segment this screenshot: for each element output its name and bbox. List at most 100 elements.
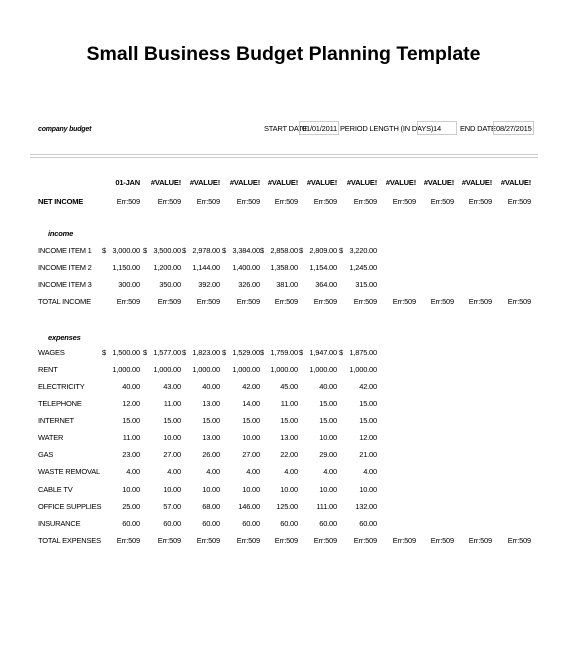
row-label: TOTAL EXPENSES (38, 536, 101, 545)
row-label: RENT (38, 365, 58, 374)
cell: 300.00 (118, 280, 140, 289)
cell: 60.00 (122, 519, 140, 528)
cell: 4.00 (206, 467, 220, 476)
cell: 1,000.00 (349, 365, 377, 374)
cell: 11.00 (122, 433, 140, 442)
cell: 4.00 (246, 467, 260, 476)
cell: 42.00 (242, 382, 260, 391)
cell: 125.00 (276, 502, 298, 511)
cell: 1,000.00 (112, 365, 140, 374)
cell: 12.00 (122, 399, 140, 408)
currency: $ (339, 348, 343, 357)
currency: $ (102, 348, 106, 357)
cell: Err:509 (507, 197, 531, 206)
cell: 1,150.00 (112, 263, 140, 272)
cell: 1,000.00 (309, 365, 337, 374)
row-label: INCOME ITEM 3 (38, 280, 92, 289)
cell: 1,358.00 (270, 263, 298, 272)
cell: 10.00 (163, 433, 181, 442)
cell: Err:509 (353, 536, 377, 545)
cell: 23.00 (122, 450, 140, 459)
cell: 60.00 (359, 519, 377, 528)
cell: 146.00 (238, 502, 260, 511)
cell: Err:509 (196, 297, 220, 306)
cell: 40.00 (202, 382, 220, 391)
period: 14 (433, 124, 441, 133)
column-header: #VALUE! (423, 178, 454, 187)
row-label: INTERNET (38, 416, 74, 425)
currency: $ (182, 348, 186, 357)
cell: 12.00 (359, 433, 377, 442)
cell: 364.00 (315, 280, 337, 289)
cell: Err:509 (236, 297, 260, 306)
cell: 57.00 (163, 502, 181, 511)
cell: Err:509 (196, 197, 220, 206)
cell: 10.00 (163, 485, 181, 494)
cell: 1,529.00 (232, 348, 260, 357)
cell: 15.00 (319, 416, 337, 425)
cell: 4.00 (284, 467, 298, 476)
cell: Err:509 (430, 297, 454, 306)
column-header: #VALUE! (500, 178, 531, 187)
cell: 11.00 (163, 399, 181, 408)
cell: Err:509 (274, 197, 298, 206)
cell: 1,875.00 (349, 348, 377, 357)
row-label: CABLE TV (38, 485, 73, 494)
cell: 15.00 (359, 416, 377, 425)
cell: Err:509 (274, 536, 298, 545)
cell: 10.00 (242, 485, 260, 494)
cell: Err:509 (157, 536, 181, 545)
cell: 13.00 (202, 433, 220, 442)
cell: 1,400.00 (232, 263, 260, 272)
cell: Err:509 (392, 297, 416, 306)
cell: Err:509 (430, 197, 454, 206)
cell: 21.00 (359, 450, 377, 459)
column-header: #VALUE! (267, 178, 298, 187)
cell: 4.00 (323, 467, 337, 476)
cell: 2,809.00 (309, 246, 337, 255)
cell: 29.00 (319, 450, 337, 459)
end-date-label: END DATE (460, 124, 496, 133)
row-label: WATER (38, 433, 64, 442)
cell: 60.00 (202, 519, 220, 528)
row-label: INSURANCE (38, 519, 81, 528)
cell: 326.00 (238, 280, 260, 289)
currency: $ (260, 246, 264, 255)
cell: Err:509 (313, 197, 337, 206)
row-label: GAS (38, 450, 54, 459)
column-header: #VALUE! (150, 178, 181, 187)
cell: Err:509 (468, 536, 492, 545)
rule (30, 154, 538, 155)
cell: 15.00 (319, 399, 337, 408)
row-label: INCOME ITEM 1 (38, 246, 92, 255)
cell: 3,220.00 (349, 246, 377, 255)
cell: 1,000.00 (270, 365, 298, 374)
cell: Err:509 (116, 197, 140, 206)
cell: 111.00 (316, 502, 337, 511)
cell: 15.00 (163, 416, 181, 425)
cell: 45.00 (280, 382, 298, 391)
end-date-box (493, 121, 534, 135)
currency: $ (182, 246, 186, 255)
cell: 3,000.00 (112, 246, 140, 255)
cell: 42.00 (359, 382, 377, 391)
cell: 60.00 (242, 519, 260, 528)
cell: Err:509 (157, 297, 181, 306)
cell: 27.00 (242, 450, 260, 459)
cell: 27.00 (163, 450, 181, 459)
cell: Err:509 (313, 297, 337, 306)
cell: 11.00 (280, 399, 298, 408)
cell: Err:509 (353, 297, 377, 306)
rule (30, 157, 538, 158)
cell: 26.00 (202, 450, 220, 459)
cell: 40.00 (319, 382, 337, 391)
cell: 15.00 (202, 416, 220, 425)
start-date-label: START DATE (264, 124, 308, 133)
cell: 10.00 (122, 485, 140, 494)
cell: 1,000.00 (192, 365, 220, 374)
cell: 15.00 (280, 416, 298, 425)
currency: $ (102, 246, 106, 255)
cell: 4.00 (363, 467, 377, 476)
cell: 1,144.00 (192, 263, 220, 272)
